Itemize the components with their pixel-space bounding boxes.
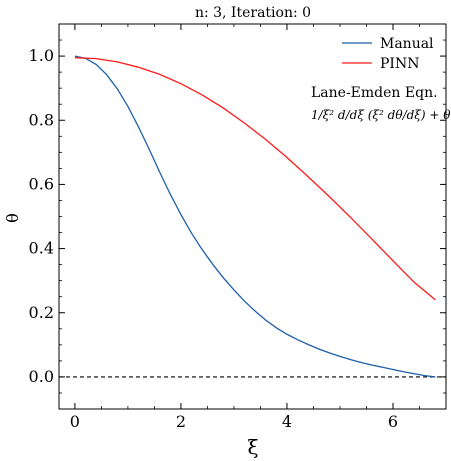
y-tick-label: 1.0	[29, 46, 54, 65]
plot-frame	[58, 23, 447, 410]
series-line-manual	[74, 55, 436, 378]
y-tick-label: 0.2	[29, 303, 54, 322]
annotation-equation: 1/ξ² d/dξ (ξ² dθ/dξ) + θⁿ = 0	[311, 108, 451, 122]
y-axis-label: θ	[3, 213, 22, 223]
legend-label-pinn: PINN	[380, 56, 419, 72]
annotation-title: Lane-Emden Eqn.	[311, 85, 438, 101]
annotation: Lane-Emden Eqn. 1/ξ² d/dξ (ξ² dθ/dξ) + θ…	[311, 85, 451, 122]
y-tick-label: 0.0	[29, 367, 54, 386]
legend-label-manual: Manual	[380, 36, 434, 52]
x-axis-label: ξ	[247, 435, 258, 459]
y-tick-label: 0.4	[29, 239, 54, 258]
legend: Manual PINN	[342, 36, 434, 72]
series-line-pinn	[74, 57, 436, 301]
chart-title: n: 3, Iteration: 0	[195, 5, 311, 21]
y-tick-label: 0.6	[29, 174, 54, 193]
x-tick-label: 4	[282, 412, 292, 431]
y-tick-label: 0.8	[29, 110, 54, 129]
x-tick-label: 2	[176, 412, 186, 431]
x-tick-label: 0	[70, 412, 80, 431]
plot-area: 0 2 4 6 0.0 0.2 0.4 0.6 0.8 1.0	[29, 23, 447, 431]
x-tick-label: 6	[388, 412, 398, 431]
